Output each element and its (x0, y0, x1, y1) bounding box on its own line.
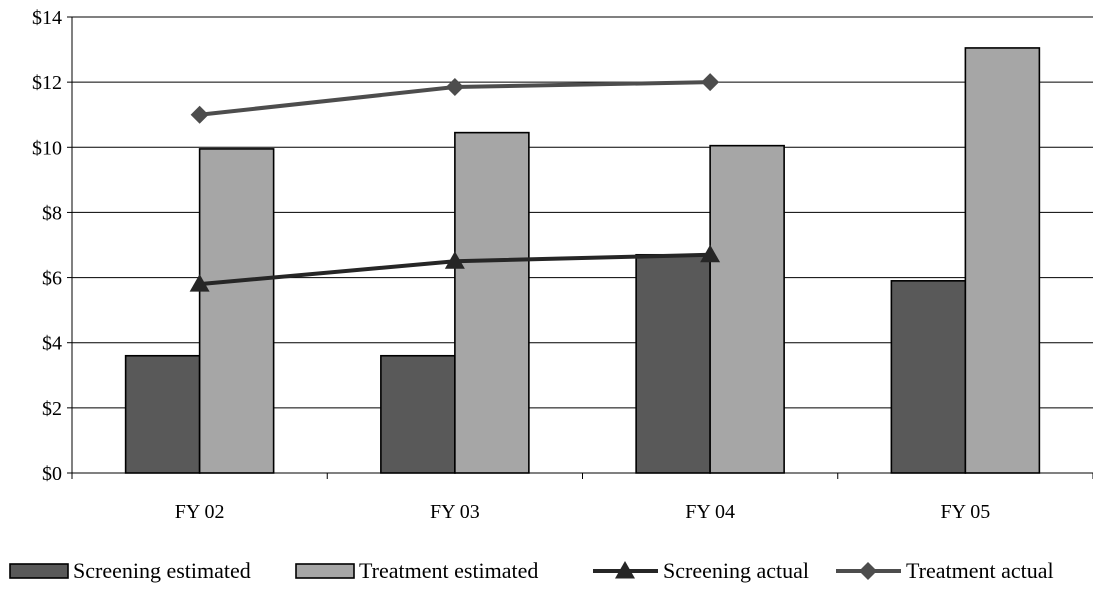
bar-treatment-estimated (964, 47, 1041, 474)
marker-screening-actual (189, 274, 210, 292)
y-tick-label: $4 (42, 333, 62, 355)
bar-treatment-estimated (709, 144, 785, 474)
bar-treatment-estimated (454, 131, 530, 474)
y-tick-label: $10 (32, 137, 62, 159)
bar-screening-estimated (890, 280, 967, 474)
y-tick-label: $2 (42, 398, 62, 420)
x-tick-label: FY 05 (940, 501, 990, 523)
legend-marker-treatment-actual (859, 562, 877, 580)
bar-screening-estimated (124, 354, 201, 474)
marker-screening-actual (444, 251, 465, 269)
legend-swatch-screening-estimated (9, 563, 69, 579)
legend-marker-screening-actual (615, 561, 635, 579)
y-tick-label: $6 (42, 268, 62, 290)
marker-screening-actual (700, 244, 721, 263)
y-tick-label: $0 (42, 463, 62, 485)
marker-treatment-actual (701, 73, 720, 92)
legend-label-screening-actual: Screening actual (663, 558, 809, 583)
marker-treatment-actual (445, 78, 464, 97)
bar-screening-estimated (380, 354, 456, 474)
marker-treatment-actual (190, 105, 209, 124)
y-tick-label: $14 (32, 7, 62, 29)
bar-screening-estimated (635, 253, 711, 474)
x-tick-label: FY 04 (685, 501, 735, 523)
x-tick-label: FY 03 (430, 501, 480, 523)
y-tick-label: $8 (42, 202, 62, 224)
legend-label-screening-estimated: Screening estimated (73, 558, 251, 583)
legend-label-treatment-estimated: Treatment estimated (359, 558, 538, 583)
legend-swatch-treatment-estimated (295, 563, 355, 579)
legend-label-treatment-actual: Treatment actual (906, 558, 1054, 583)
y-tick-label: $12 (32, 72, 62, 94)
bar-treatment-estimated (198, 148, 275, 474)
x-tick-label: FY 02 (175, 501, 225, 523)
